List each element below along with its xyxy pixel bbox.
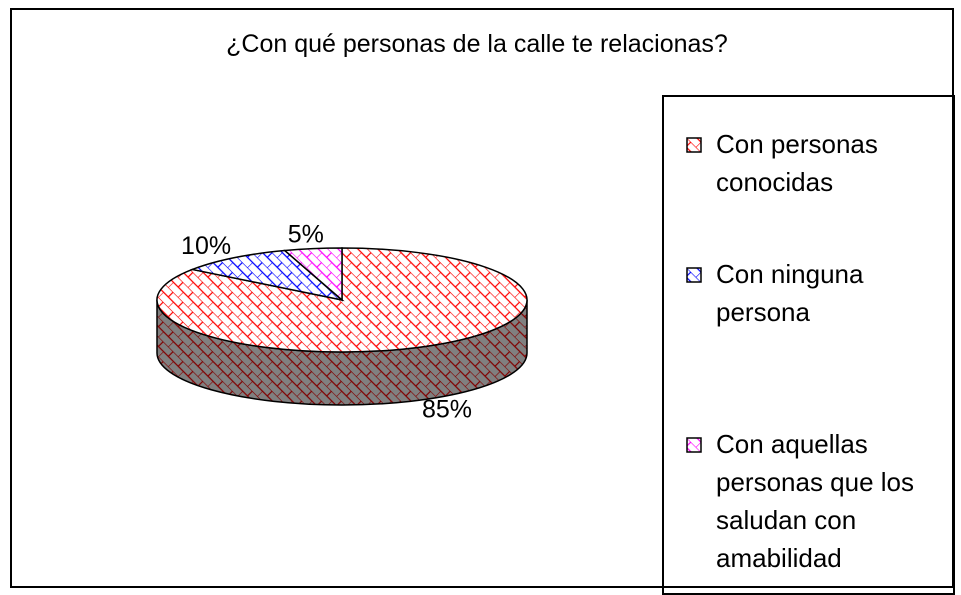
legend-marker bbox=[686, 437, 702, 453]
legend-entry: Con ninguna persona bbox=[686, 255, 946, 331]
legend-marker bbox=[686, 267, 702, 283]
legend-label: Con aquellas personas que los saludan co… bbox=[716, 429, 915, 573]
legend-entry: Con personas conocidas bbox=[686, 125, 946, 201]
legend-label: Con personas conocidas bbox=[716, 129, 878, 197]
data-label: 5% bbox=[288, 220, 324, 248]
pie-slice bbox=[283, 247, 343, 302]
data-label: 10% bbox=[181, 232, 231, 260]
pie-slice bbox=[189, 249, 345, 302]
legend-marker bbox=[686, 137, 702, 153]
page: ¿Con qué personas de la calle te relacio… bbox=[10, 8, 955, 595]
data-label: 85% bbox=[422, 396, 472, 424]
legend: Con personas conocidas Con ninguna person… bbox=[662, 95, 955, 595]
pie-chart: 85% 10% 5% bbox=[156, 220, 528, 424]
legend-entry: Con aquellas personas que los saludan co… bbox=[686, 425, 946, 577]
legend-label: Con ninguna persona bbox=[716, 259, 864, 327]
chart-title: ¿Con qué personas de la calle te relacio… bbox=[226, 30, 728, 58]
